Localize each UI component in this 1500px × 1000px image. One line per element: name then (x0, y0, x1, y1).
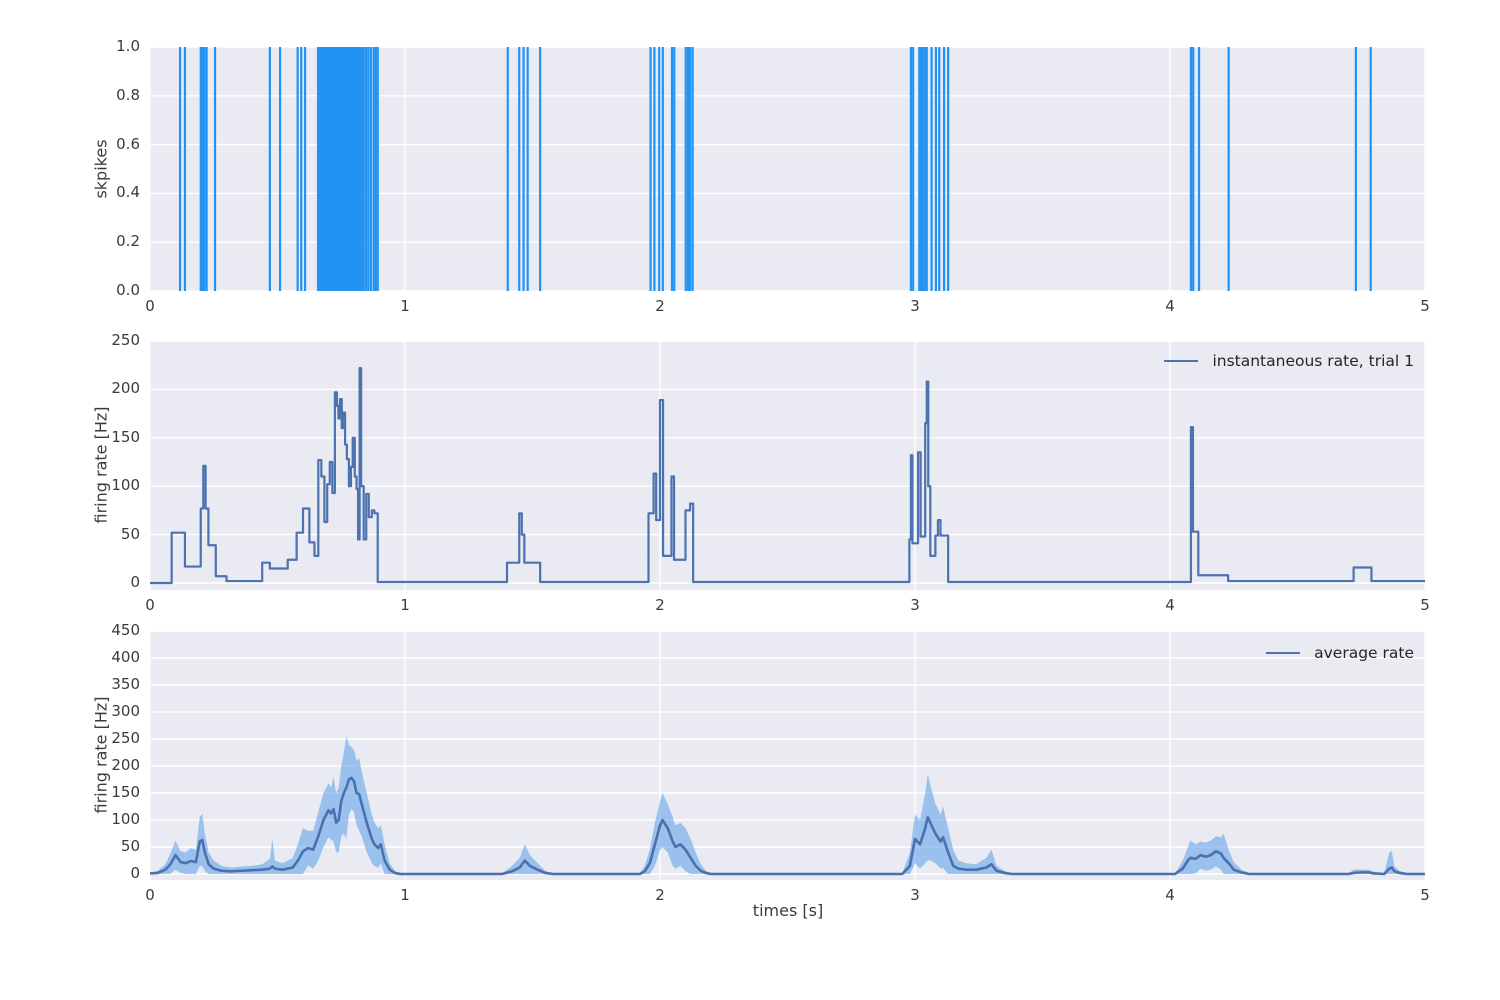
x-tick-label: 3 (910, 886, 920, 904)
x-tick-label: 2 (655, 886, 665, 904)
x-tick-label: 1 (400, 297, 410, 315)
spike-raster-canvas (150, 47, 1425, 291)
instantaneous-rate-legend-line-icon (1164, 360, 1199, 362)
y-tick-label: 0 (130, 573, 140, 592)
y-tick-label: 50 (120, 837, 140, 856)
y-tick-label: 0.6 (116, 134, 140, 153)
legend-average: average rate (1266, 644, 1414, 662)
y-tick-label: 0.0 (116, 281, 140, 300)
y-tick-label: 100 (111, 810, 140, 829)
x-tick-label: 4 (1165, 886, 1175, 904)
y-tick-label: 50 (120, 524, 140, 543)
y-tick-label: 100 (111, 476, 140, 495)
spike-raster-plot (150, 47, 1425, 291)
y-tick-label: 200 (111, 379, 140, 398)
y-tick-label: 0.8 (116, 85, 140, 104)
y-tick-label: 400 (111, 648, 140, 667)
y-tick-label: 150 (111, 427, 140, 446)
x-tick-label: 5 (1420, 886, 1430, 904)
instantaneous-rate-canvas (150, 341, 1425, 590)
x-tick-label: 2 (655, 596, 665, 614)
x-tick-label: 3 (910, 596, 920, 614)
average-rate-line (150, 776, 1425, 876)
x-tick-label: 3 (910, 297, 920, 315)
instantaneous-rate-line (150, 367, 1425, 585)
x-tick-label: 0 (145, 596, 155, 614)
average-rate-legend-label: average rate (1314, 644, 1414, 662)
y-tick-label: 1.0 (116, 37, 140, 56)
y-tick-label: 250 (111, 331, 140, 350)
ylabel-instantaneous: firing rate [Hz] (91, 406, 111, 524)
instantaneous-rate-plot (150, 341, 1425, 590)
y-tick-label: 0 (130, 864, 140, 883)
y-tick-label: 0.4 (116, 183, 140, 202)
legend-instantaneous: instantaneous rate, trial 1 (1164, 352, 1414, 370)
instantaneous-rate-legend-label: instantaneous rate, trial 1 (1212, 352, 1414, 370)
y-tick-label: 300 (111, 702, 140, 721)
x-tick-label: 5 (1420, 297, 1430, 315)
x-tick-label: 1 (400, 596, 410, 614)
average-rate-legend-line-icon (1266, 652, 1301, 654)
average-rate-plot (150, 631, 1425, 880)
x-tick-label: 0 (145, 297, 155, 315)
x-tick-label: 4 (1165, 596, 1175, 614)
x-tick-label: 5 (1420, 596, 1430, 614)
average-rate-canvas (150, 631, 1425, 880)
y-tick-label: 150 (111, 783, 140, 802)
x-tick-label: 1 (400, 886, 410, 904)
y-tick-label: 350 (111, 675, 140, 694)
x-tick-label: 0 (145, 886, 155, 904)
x-tick-label: 2 (655, 297, 665, 315)
y-tick-label: 0.2 (116, 232, 140, 251)
y-tick-label: 450 (111, 621, 140, 640)
x-tick-label: 4 (1165, 297, 1175, 315)
y-tick-label: 200 (111, 756, 140, 775)
y-tick-label: 250 (111, 729, 140, 748)
xlabel-times: times [s] (752, 901, 824, 920)
